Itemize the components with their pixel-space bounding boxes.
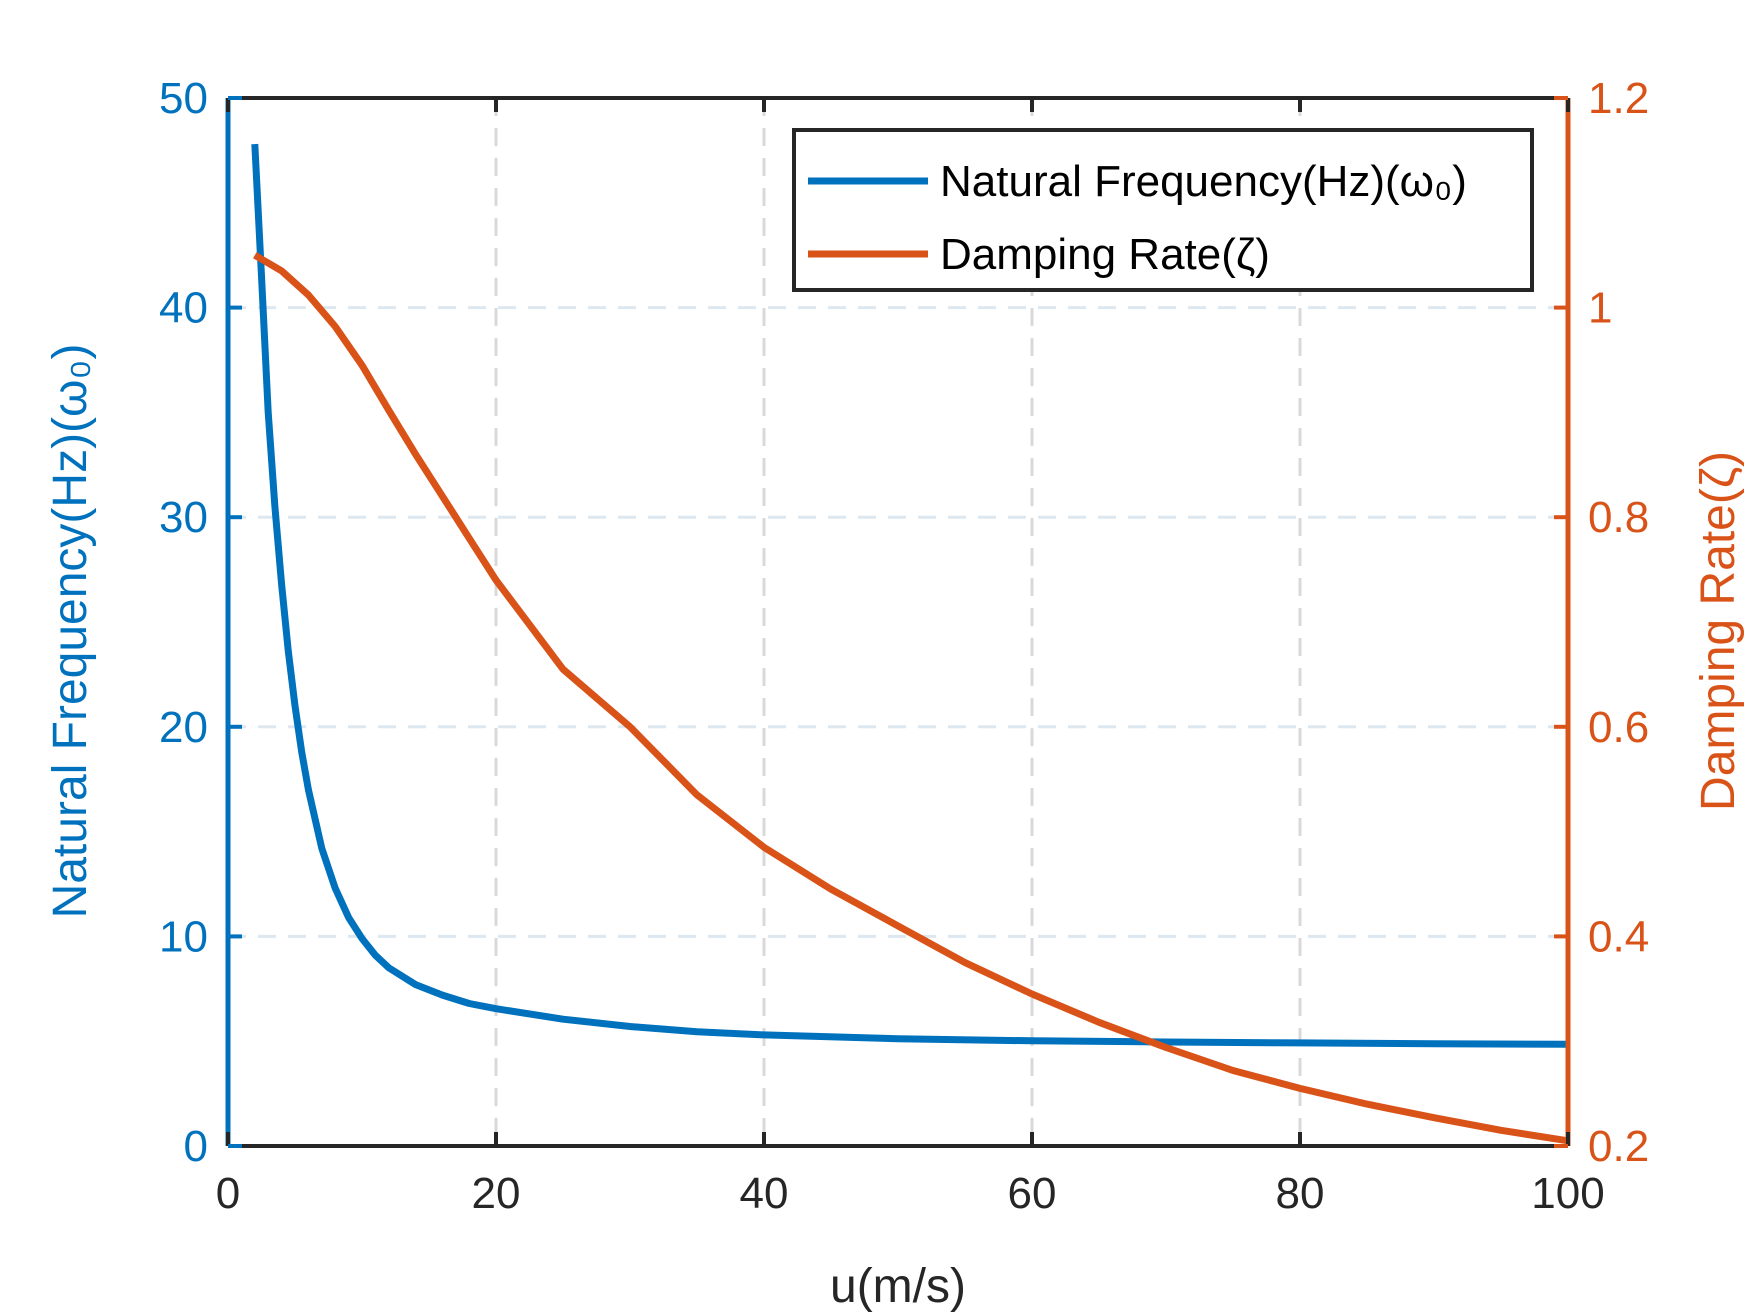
series-line-natural-frequency bbox=[251, 143, 1569, 1048]
y-right-tick-label: 0.6 bbox=[1588, 703, 1649, 752]
y-axis-right-title: Damping Rate(ζ) bbox=[1692, 451, 1745, 811]
y-right-tick-label: 0.4 bbox=[1588, 912, 1649, 961]
legend-label-natural-frequency: Natural Frequency(Hz)(ω₀) bbox=[940, 157, 1467, 206]
x-tick-label: 60 bbox=[1008, 1169, 1057, 1218]
y-right-tick-label: 0.8 bbox=[1588, 493, 1649, 542]
y-right-tick-label: 0.2 bbox=[1588, 1122, 1649, 1171]
legend: Natural Frequency(Hz)(ω₀) Damping Rate(ζ… bbox=[792, 128, 1534, 292]
y-left-tick-label: 30 bbox=[159, 493, 208, 542]
x-tick-label: 20 bbox=[472, 1169, 521, 1218]
legend-box bbox=[792, 128, 1534, 292]
axes bbox=[225, 96, 1571, 1148]
series-group bbox=[251, 143, 1569, 1145]
y-left-tick-label: 20 bbox=[159, 703, 208, 752]
y-left-tick-label: 50 bbox=[159, 74, 208, 123]
y-left-tick-label: 0 bbox=[184, 1122, 208, 1171]
y-right-tick-label: 1 bbox=[1588, 284, 1612, 333]
grid bbox=[228, 98, 1568, 1146]
y-left-tick-label: 10 bbox=[159, 912, 208, 961]
y-axis-left-title: Natural Frequency(Hz)(ω₀) bbox=[44, 344, 97, 919]
x-tick-label: 100 bbox=[1531, 1169, 1604, 1218]
ticks: 0 20 40 60 80 100 0 10 20 30 40 50 0.2 0.4 0.6 0.8 1 1.2 bbox=[159, 74, 1649, 1218]
x-axis-title: u(m/s) bbox=[830, 1260, 966, 1313]
x-tick-label: 0 bbox=[216, 1169, 240, 1218]
legend-label-damping-rate: Damping Rate(ζ) bbox=[940, 230, 1270, 279]
y-right-tick-label: 1.2 bbox=[1588, 74, 1649, 123]
y-left-tick-label: 40 bbox=[159, 284, 208, 333]
series-line-damping-rate bbox=[253, 252, 1569, 1145]
x-tick-label: 40 bbox=[740, 1169, 789, 1218]
x-tick-label: 80 bbox=[1276, 1169, 1325, 1218]
